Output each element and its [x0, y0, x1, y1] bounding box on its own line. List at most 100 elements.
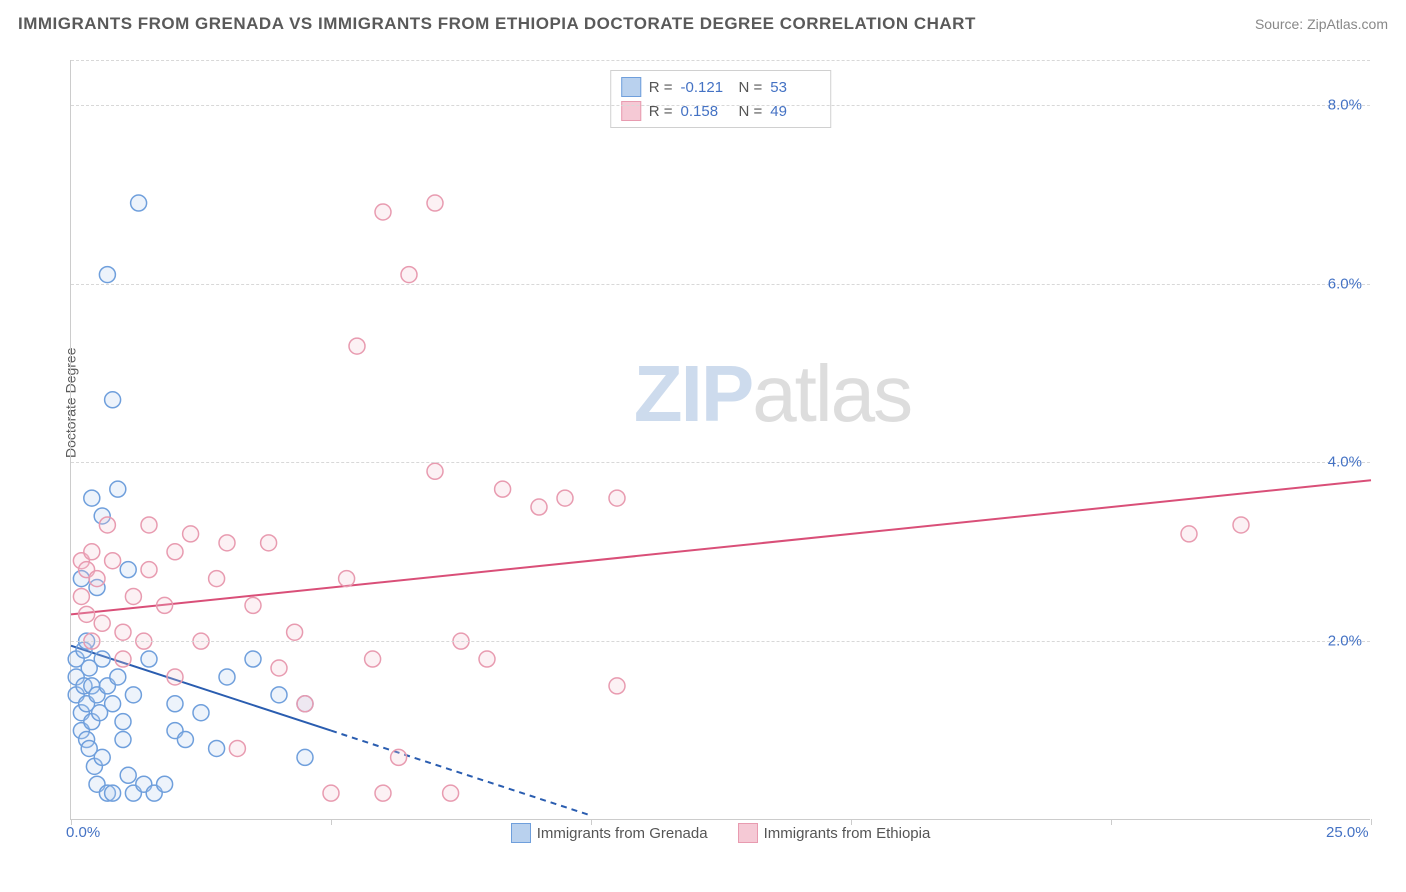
stat-n-label: N =	[739, 79, 763, 96]
grid-line	[71, 105, 1370, 106]
data-point	[193, 705, 209, 721]
data-point	[209, 571, 225, 587]
data-point	[271, 660, 287, 676]
data-point	[167, 544, 183, 560]
data-point	[125, 588, 141, 604]
source-label: Source: ZipAtlas.com	[1255, 16, 1388, 32]
data-point	[297, 696, 313, 712]
data-point	[167, 669, 183, 685]
data-point	[157, 776, 173, 792]
data-point	[479, 651, 495, 667]
grid-line	[71, 462, 1370, 463]
data-point	[89, 571, 105, 587]
data-point	[219, 669, 235, 685]
data-point	[84, 544, 100, 560]
y-tick-label: 4.0%	[1328, 454, 1362, 471]
legend-label: Immigrants from Ethiopia	[764, 825, 931, 842]
data-point	[1181, 526, 1197, 542]
trend-line-dashed	[331, 731, 591, 816]
data-point	[297, 749, 313, 765]
bottom-legend: Immigrants from Grenada Immigrants from E…	[71, 823, 1370, 843]
stats-row: R =0.158N =49	[621, 99, 821, 123]
data-point	[141, 651, 157, 667]
x-tick	[331, 819, 332, 825]
legend-swatch	[621, 77, 641, 97]
data-point	[229, 740, 245, 756]
data-point	[427, 463, 443, 479]
scatter-plot	[71, 60, 1371, 820]
data-point	[219, 535, 235, 551]
data-point	[609, 678, 625, 694]
data-point	[110, 481, 126, 497]
plot-area: ZIPatlas R =-0.121N =53R =0.158N =49 Imm…	[70, 60, 1370, 820]
y-tick-label: 6.0%	[1328, 275, 1362, 292]
chart-container: Doctorate Degree ZIPatlas R =-0.121N =53…	[50, 50, 1390, 850]
stats-row: R = -0.121 N = 53	[621, 75, 821, 99]
grid-line	[71, 60, 1370, 61]
stat-n-value: 53	[770, 79, 820, 96]
legend-item: Immigrants from Ethiopia	[738, 823, 931, 843]
data-point	[427, 195, 443, 211]
data-point	[115, 714, 131, 730]
data-point	[323, 785, 339, 801]
data-point	[177, 732, 193, 748]
data-point	[115, 624, 131, 640]
data-point	[261, 535, 277, 551]
data-point	[94, 749, 110, 765]
data-point	[609, 490, 625, 506]
data-point	[1233, 517, 1249, 533]
grid-line	[71, 641, 1370, 642]
data-point	[349, 338, 365, 354]
data-point	[401, 267, 417, 283]
data-point	[105, 553, 121, 569]
legend-label: Immigrants from Grenada	[537, 825, 708, 842]
data-point	[84, 490, 100, 506]
data-point	[141, 517, 157, 533]
data-point	[141, 562, 157, 578]
data-point	[375, 204, 391, 220]
data-point	[105, 392, 121, 408]
data-point	[287, 624, 303, 640]
data-point	[167, 696, 183, 712]
data-point	[99, 267, 115, 283]
chart-title: IMMIGRANTS FROM GRENADA VS IMMIGRANTS FR…	[18, 14, 976, 34]
data-point	[110, 669, 126, 685]
grid-line	[71, 284, 1370, 285]
data-point	[115, 651, 131, 667]
x-tick	[591, 819, 592, 825]
data-point	[375, 785, 391, 801]
data-point	[391, 749, 407, 765]
y-tick-label: 8.0%	[1328, 96, 1362, 113]
x-tick	[851, 819, 852, 825]
data-point	[94, 615, 110, 631]
x-tick	[1371, 819, 1372, 825]
data-point	[245, 597, 261, 613]
legend-item: Immigrants from Grenada	[511, 823, 708, 843]
data-point	[183, 526, 199, 542]
stat-r-value: -0.121	[681, 79, 731, 96]
data-point	[271, 687, 287, 703]
x-tick-label: 25.0%	[1326, 824, 1369, 841]
data-point	[443, 785, 459, 801]
data-point	[94, 651, 110, 667]
x-tick-label: 0.0%	[66, 824, 100, 841]
data-point	[209, 740, 225, 756]
stats-legend-box: R = -0.121 N = 53 R =0.158N =49	[610, 70, 832, 128]
data-point	[120, 562, 136, 578]
stat-r-label: R =	[649, 79, 673, 96]
y-tick-label: 2.0%	[1328, 633, 1362, 650]
data-point	[115, 732, 131, 748]
legend-swatch	[738, 823, 758, 843]
data-point	[339, 571, 355, 587]
data-point	[105, 785, 121, 801]
data-point	[73, 588, 89, 604]
data-point	[495, 481, 511, 497]
data-point	[157, 597, 173, 613]
data-point	[245, 651, 261, 667]
data-point	[125, 687, 141, 703]
x-tick	[1111, 819, 1112, 825]
data-point	[79, 606, 95, 622]
legend-swatch	[511, 823, 531, 843]
data-point	[131, 195, 147, 211]
data-point	[99, 517, 115, 533]
